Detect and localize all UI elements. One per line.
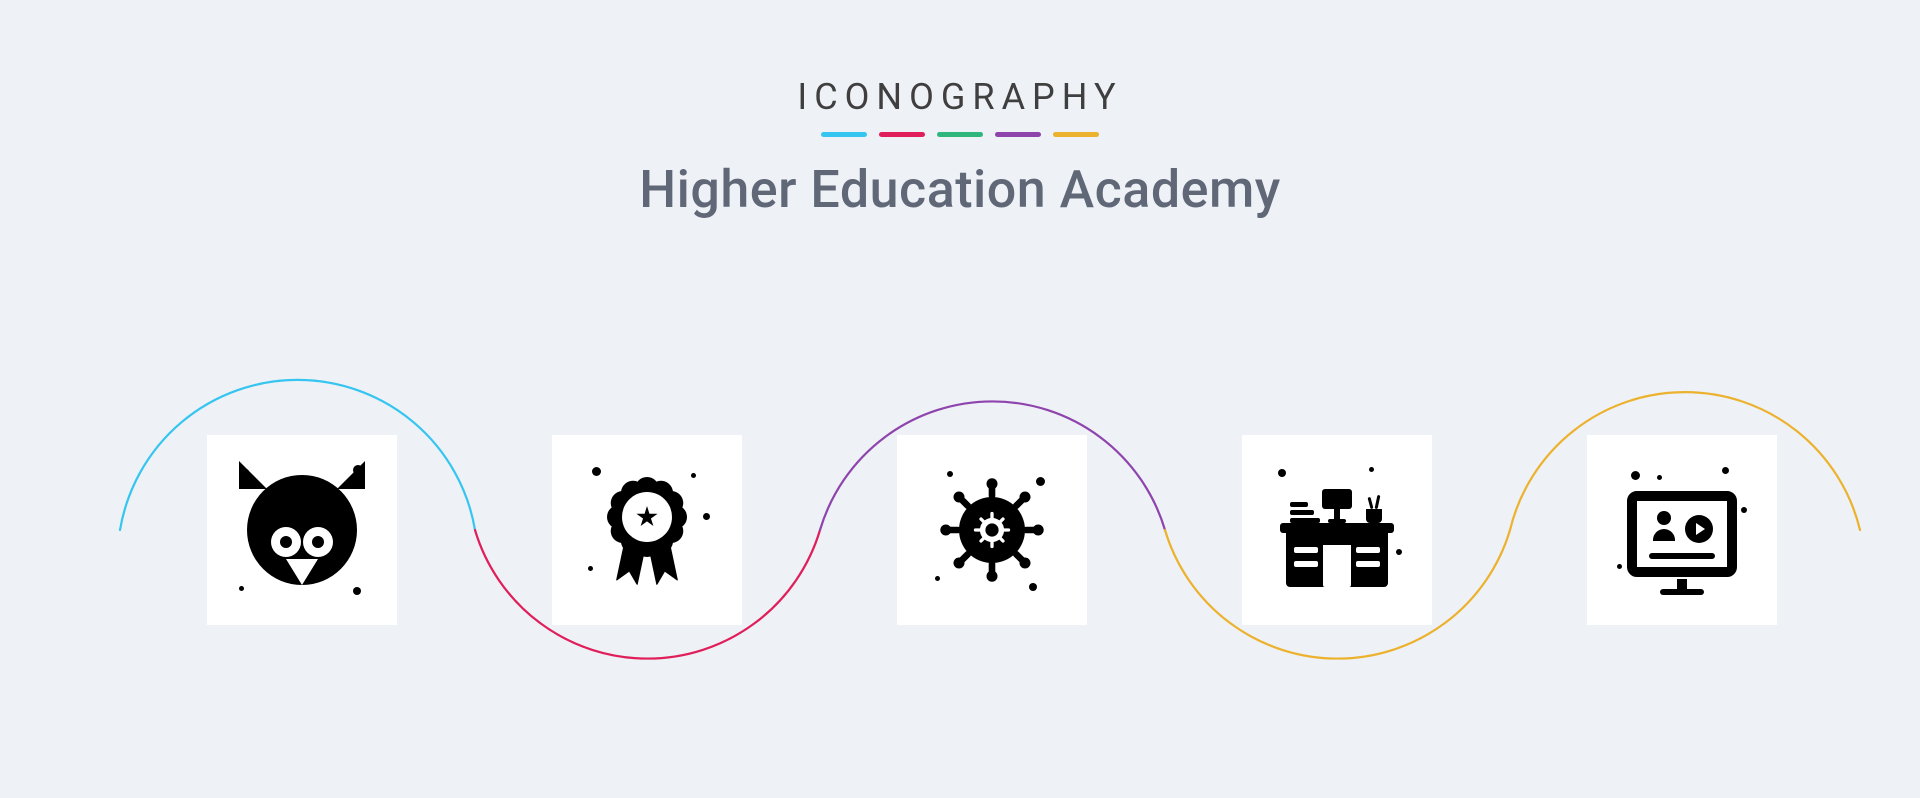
page-root: ICONOGRAPHY Higher Education Academy xyxy=(0,0,1920,798)
owl-icon xyxy=(237,465,367,595)
icon-card-badge xyxy=(552,435,742,625)
header: ICONOGRAPHY Higher Education Academy xyxy=(0,0,1920,220)
icon-card-desk xyxy=(1242,435,1432,625)
icon-card-video xyxy=(1587,435,1777,625)
divider-seg-1 xyxy=(821,132,867,137)
divider-seg-2 xyxy=(879,132,925,137)
icon-stage xyxy=(0,345,1920,715)
video-lecture-icon xyxy=(1617,465,1747,595)
icon-card-owl xyxy=(207,435,397,625)
cards-row xyxy=(0,345,1920,715)
page-title: Higher Education Academy xyxy=(0,159,1920,220)
divider-seg-5 xyxy=(1053,132,1099,137)
brand-divider xyxy=(0,132,1920,137)
award-badge-icon xyxy=(582,465,712,595)
icon-card-virus xyxy=(897,435,1087,625)
virus-icon xyxy=(927,465,1057,595)
teacher-desk-icon xyxy=(1272,465,1402,595)
divider-seg-3 xyxy=(937,132,983,137)
brand-name: ICONOGRAPHY xyxy=(0,76,1920,118)
divider-seg-4 xyxy=(995,132,1041,137)
